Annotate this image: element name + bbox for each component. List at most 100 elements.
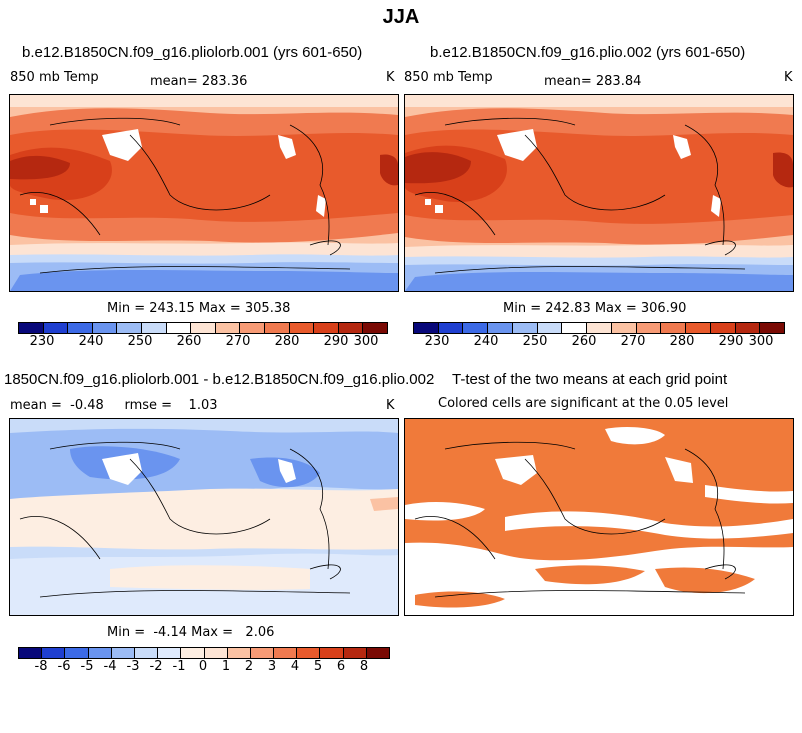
colorbar-tick: 280 [669,334,695,349]
top-right-minmax: Min = 242.83 Max = 306.90 [503,301,687,316]
bottom-left-title: 1850CN.f09_g16.pliolorb.001 - b.e12.B185… [4,371,435,388]
colorbar-tick: 240 [78,334,104,349]
colorbar-tick: 280 [274,334,300,349]
bottom-right-title: T-test of the two means at each grid poi… [452,371,728,388]
top-right-units-label: K [784,70,793,85]
colorbar-swatch [343,648,367,658]
colorbar-swatch [65,648,89,658]
colorbar-swatch [320,648,344,658]
colorbar-swatch [68,323,93,333]
colorbar-tick: 0 [198,659,208,674]
colorbar-tick: 260 [571,334,597,349]
colorbar-tick: 1 [221,659,231,674]
colorbar-swatch [43,323,69,333]
colorbar-swatch [240,323,265,333]
colorbar-tick: 8 [359,659,369,674]
colorbar-swatch [92,323,118,333]
colorbar-swatch [134,648,159,658]
colorbar-tick: 250 [127,334,153,349]
colorbar-swatch [414,323,439,333]
colorbar-tick: 300 [748,334,774,349]
colorbar-tick: 230 [29,334,55,349]
colorbar-tick: 230 [424,334,450,349]
colorbar-swatch [19,323,44,333]
colorbar-swatch [141,323,167,333]
colorbar-swatch [512,323,538,333]
colorbar-tick: -5 [80,659,94,674]
colorbar-swatch [735,323,761,333]
colorbar-swatch [204,648,228,658]
top-left-minmax: Min = 243.15 Max = 305.38 [107,301,291,316]
colorbar-tick: 270 [225,334,251,349]
colorbar-swatch [562,323,588,333]
top-left-variable-label: 850 mb Temp [10,70,99,85]
bottom-left-map [9,418,399,616]
colorbar-swatch [227,648,251,658]
colorbar-swatch [117,323,142,333]
bottom-left-minmax: Min = -4.14 Max = 2.06 [107,625,275,640]
colorbar-swatch [636,323,662,333]
colorbar-swatch [166,323,192,333]
colorbar-tick: 250 [522,334,548,349]
top-right-title: b.e12.B1850CN.f09_g16.plio.002 (yrs 601-… [430,44,746,61]
colorbar-tick: 300 [353,334,379,349]
top-left-map [9,94,399,292]
colorbar-swatch [158,648,182,658]
colorbar-swatch [215,323,241,333]
colorbar-tick: 5 [313,659,323,674]
colorbar-tick: 290 [323,334,349,349]
colorbar-swatch [42,648,66,658]
colorbar-swatch [289,323,315,333]
top-right-mean-label: mean= 283.84 [544,74,642,89]
colorbar-swatch [760,323,785,333]
colorbar-swatch [488,323,513,333]
colorbar-swatch [191,323,216,333]
colorbar-tick: -3 [126,659,140,674]
bottom-left-colorbar [18,647,390,659]
bottom-right-subtitle: Colored cells are significant at the 0.0… [438,396,729,411]
top-right-colorbar [413,322,785,334]
colorbar-swatch [274,648,298,658]
colorbar-swatch [19,648,43,658]
colorbar-tick: 240 [473,334,499,349]
colorbar-swatch [537,323,563,333]
colorbar-tick: 3 [267,659,277,674]
bottom-left-colorbar-ticks: -8 -6 -5 -4 -3 -2 -1 0 1 2 3 4 5 6 8 [18,659,388,675]
colorbar-swatch [366,648,389,658]
top-right-variable-label: 850 mb Temp [404,70,493,85]
colorbar-tick: -4 [103,659,117,674]
colorbar-tick: 270 [620,334,646,349]
colorbar-tick: -2 [149,659,163,674]
colorbar-tick: -8 [34,659,48,674]
top-left-colorbar [18,322,388,334]
colorbar-swatch [297,648,321,658]
colorbar-swatch [611,323,637,333]
top-left-title: b.e12.B1850CN.f09_g16.pliolorb.001 (yrs … [22,44,363,61]
colorbar-swatch [661,323,687,333]
colorbar-tick: -1 [172,659,186,674]
colorbar-swatch [587,323,612,333]
colorbar-tick: 2 [244,659,254,674]
top-right-map [404,94,794,292]
colorbar-swatch [264,323,290,333]
top-left-units-label: K [386,70,395,85]
figure-title: JJA [382,6,420,28]
colorbar-tick: 6 [336,659,346,674]
colorbar-swatch [88,648,112,658]
colorbar-swatch [338,323,364,333]
bottom-right-map [404,418,794,616]
bottom-left-stats-label: mean = -0.48 rmse = 1.03 [10,398,218,413]
colorbar-swatch [111,648,135,658]
top-left-colorbar-ticks: 230 240 250 260 270 280 290 300 [18,334,386,350]
colorbar-swatch [686,323,711,333]
colorbar-swatch [314,323,339,333]
colorbar-swatch [710,323,736,333]
colorbar-swatch [181,648,205,658]
colorbar-swatch [438,323,464,333]
top-right-colorbar-ticks: 230 240 250 260 270 280 290 300 [413,334,783,350]
colorbar-swatch [463,323,489,333]
bottom-left-units-label: K [386,398,395,413]
colorbar-swatch [250,648,275,658]
colorbar-tick: 260 [176,334,202,349]
top-left-mean-label: mean= 283.36 [150,74,248,89]
